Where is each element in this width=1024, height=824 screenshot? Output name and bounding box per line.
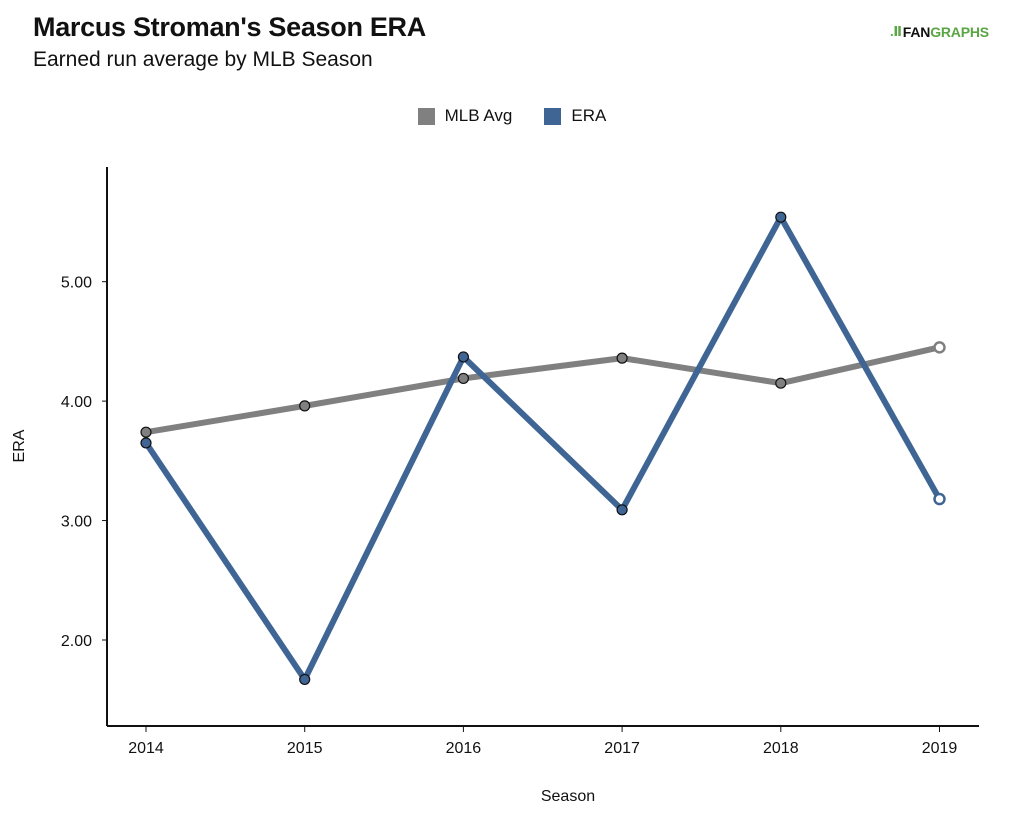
legend: MLB Avg ERA: [0, 106, 1024, 126]
data-point-mlb-avg[interactable]: [616, 352, 628, 364]
y-tick-label: 3.00: [61, 514, 92, 531]
legend-label-era: ERA: [571, 106, 607, 125]
series-layer: [140, 211, 946, 686]
x-tick-label: 2019: [922, 740, 958, 757]
y-tick-label: 5.00: [61, 275, 92, 292]
logo-text-fan: FAN: [902, 24, 931, 40]
data-point-era[interactable]: [775, 211, 787, 223]
x-tick-label: 2017: [604, 740, 640, 757]
data-point-mlb-avg[interactable]: [457, 372, 469, 385]
data-point-era[interactable]: [616, 504, 628, 516]
chart-subtitle: Earned run average by MLB Season: [33, 48, 373, 71]
series-era: [140, 211, 946, 686]
x-tick-label: 2018: [763, 740, 799, 757]
x-tick-label: 2015: [287, 740, 323, 757]
x-axis-title: Season: [541, 788, 595, 805]
x-tick-label: 2016: [446, 740, 482, 757]
x-tick-label: 2014: [128, 740, 164, 757]
chart-title: Marcus Stroman's Season ERA: [33, 12, 426, 42]
data-point-era[interactable]: [933, 492, 946, 506]
series-line-era: [143, 214, 943, 683]
legend-swatch-era: [544, 107, 562, 125]
y-tick-label: 2.00: [61, 633, 92, 650]
legend-swatch-mlb-avg: [417, 107, 435, 125]
logo-text-graphs: GRAPHS: [930, 24, 989, 40]
data-point-era[interactable]: [140, 437, 152, 449]
legend-item-mlb-avg[interactable]: MLB Avg: [417, 106, 513, 126]
y-tick-label: 4.00: [61, 394, 92, 411]
data-point-mlb-avg[interactable]: [933, 341, 946, 354]
axes: 2.00 3.00 4.00 5.00 2014 2015 2016 2017 2018 2019: [61, 167, 979, 757]
data-point-era[interactable]: [299, 673, 311, 686]
legend-label-mlb-avg: MLB Avg: [444, 106, 513, 125]
legend-item-era[interactable]: ERA: [544, 106, 606, 126]
data-point-mlb-avg[interactable]: [299, 400, 311, 412]
logo-mark-icon: .Ⅱ: [890, 24, 902, 39]
y-axis-title: ERA: [11, 429, 28, 462]
series-mlb-avg: [140, 341, 946, 438]
fangraphs-logo: .Ⅱ FAN GRAPHS: [890, 24, 989, 40]
series-line-mlb-avg: [143, 344, 943, 436]
data-point-mlb-avg[interactable]: [140, 426, 152, 438]
data-point-era[interactable]: [457, 351, 469, 363]
data-point-mlb-avg[interactable]: [775, 377, 787, 389]
